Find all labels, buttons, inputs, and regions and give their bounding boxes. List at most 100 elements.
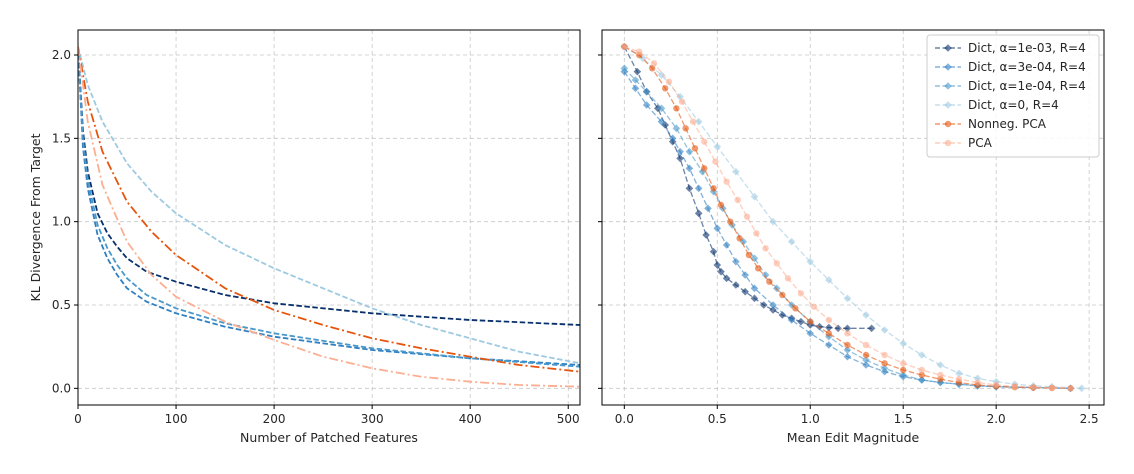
right-data-point — [727, 218, 734, 225]
legend-label: Dict, α=0, R=4 — [968, 98, 1059, 112]
left-series — [78, 46, 580, 388]
right-data-point — [713, 261, 722, 269]
right-data-point — [792, 305, 799, 312]
right-data-point — [1048, 384, 1056, 392]
right-data-point — [750, 294, 759, 303]
left-x-tick-label: 200 — [263, 412, 286, 426]
right-data-point — [807, 318, 814, 325]
right-data-point — [709, 187, 718, 196]
left-x-tick-label: 0 — [74, 412, 82, 426]
legend-label: Dict, α=1e-04, R=4 — [968, 79, 1086, 93]
right-data-point — [673, 105, 680, 112]
right-data-point — [825, 330, 833, 337]
legend-marker-swatch — [944, 120, 952, 128]
left-x-tick-label: 300 — [361, 412, 384, 426]
right-data-point — [621, 43, 628, 50]
right-data-point — [732, 257, 740, 266]
right-data-point — [992, 381, 1000, 389]
right-data-point — [672, 124, 681, 133]
right-data-point — [710, 185, 717, 192]
right-data-point — [713, 142, 722, 151]
right-data-point — [685, 164, 694, 173]
right-data-point — [937, 371, 944, 379]
legend-box — [926, 34, 1100, 158]
right-data-point — [704, 204, 712, 213]
right-data-point — [1077, 384, 1086, 393]
legend-item: Dict, α=1e-04, R=4 — [935, 79, 1086, 93]
right-data-point — [955, 375, 963, 383]
right-data-point — [701, 165, 708, 172]
right-data-point — [657, 104, 666, 113]
legend-label: Dict, α=3e-04, R=4 — [968, 60, 1086, 74]
legend-item: Dict, α=1e-03, R=4 — [935, 41, 1086, 55]
right-data-point — [787, 237, 796, 246]
right-data-point — [642, 87, 651, 96]
right-data-point — [631, 84, 640, 93]
right-data-point — [992, 377, 1000, 386]
right-data-point — [745, 251, 753, 259]
right-data-point — [797, 290, 805, 297]
legend-label: Dict, α=1e-03, R=4 — [968, 41, 1086, 55]
right-data-point — [631, 76, 640, 84]
right-data-point — [769, 217, 777, 226]
right-data-point — [880, 364, 889, 373]
right-data-point — [918, 371, 925, 379]
right-data-point — [867, 324, 876, 333]
right-data-point — [750, 284, 759, 293]
legend-label: Nonneg. PCA — [968, 117, 1047, 131]
right-data-point — [825, 276, 833, 284]
right-x-tick-label: 1.5 — [894, 412, 913, 426]
right-data-point — [936, 361, 945, 369]
right-data-point — [689, 118, 697, 125]
right-data-point — [778, 311, 787, 319]
right-data-point — [779, 291, 786, 299]
right-data-point — [639, 54, 647, 63]
legend: Dict, α=1e-03, R=4 Dict, α=3e-04, R=4 Dict… — [926, 34, 1100, 158]
right-data-point — [668, 134, 677, 143]
right-data-point — [974, 379, 981, 386]
right-data-point — [741, 271, 749, 279]
right-data-point — [862, 356, 870, 364]
right-data-point — [709, 247, 718, 256]
legend-label: PCA — [968, 136, 993, 150]
right-data-point — [682, 125, 689, 132]
right-x-axis-label: Mean Edit Magnitude — [787, 430, 920, 445]
right-data-point — [843, 324, 852, 333]
left-y-tick-label: 1.0 — [52, 215, 71, 229]
right-data-point — [862, 311, 870, 319]
right-data-point — [657, 117, 666, 126]
right-data-point — [825, 323, 833, 332]
right-data-point — [665, 78, 673, 85]
right-data-point — [734, 196, 741, 204]
right-data-point — [844, 330, 851, 337]
right-data-point — [1067, 385, 1074, 392]
right-data-point — [843, 352, 852, 361]
right-data-point — [825, 341, 833, 349]
right-data-point — [900, 360, 907, 367]
right-data-point — [843, 294, 852, 303]
right-data-point — [657, 71, 666, 79]
right-series-line-3 — [623, 67, 1071, 389]
right-data-point — [650, 60, 658, 67]
right-data-point — [797, 317, 805, 326]
right-x-tick-label: 0.0 — [615, 412, 634, 426]
right-data-point — [917, 351, 926, 359]
left-ticks: 0 100 200 300 400 500 0.0 0.5 1.0 1.5 2.0 — [52, 48, 580, 426]
right-x-tick-label: 2.0 — [987, 412, 1006, 426]
right-data-point — [685, 147, 694, 156]
legend-marker-swatch — [944, 101, 952, 109]
left-y-tick-label: 0.0 — [52, 381, 71, 395]
right-data-point — [773, 260, 780, 267]
right-data-point — [899, 371, 907, 379]
right-data-point — [702, 231, 710, 239]
right-data-point — [766, 278, 773, 285]
legend-item: Dict, α=0, R=4 — [935, 98, 1059, 112]
legend-marker-swatch — [944, 63, 952, 71]
left-chart-panel: 0 100 200 300 400 500 0.0 0.5 1.0 1.5 2.0 Number o… — [28, 29, 581, 445]
right-data-point — [862, 361, 870, 369]
right-data-point — [662, 85, 669, 92]
left-series-line-1 — [78, 46, 580, 326]
right-data-point — [741, 287, 749, 296]
right-data-point — [691, 145, 699, 152]
right-data-point — [880, 326, 889, 334]
